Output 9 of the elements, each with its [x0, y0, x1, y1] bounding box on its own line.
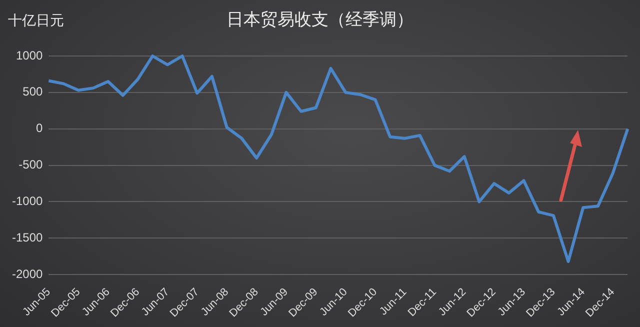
y-tick-label: 0 — [36, 121, 44, 136]
y-axis-title: 十亿日元 — [8, 12, 64, 30]
chart-title: 日本贸易收支（经季调） — [226, 10, 414, 29]
y-tick-label: -500 — [18, 158, 44, 172]
y-tick-label: 1000 — [16, 48, 44, 62]
y-tick-label: 500 — [22, 84, 44, 99]
y-tick-label: -1000 — [12, 194, 44, 208]
y-tick-label: -1500 — [12, 230, 44, 244]
y-tick-label: -2000 — [12, 266, 44, 281]
